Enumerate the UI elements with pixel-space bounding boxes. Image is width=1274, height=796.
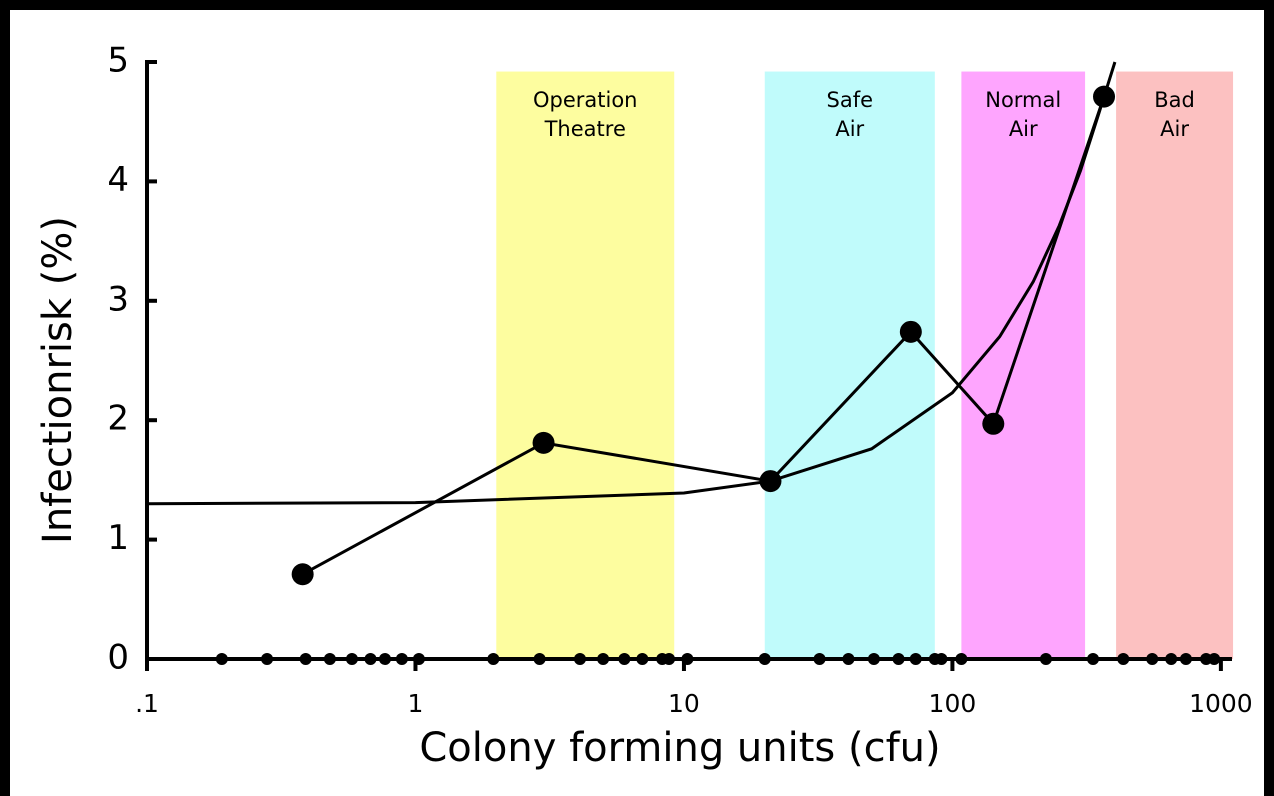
point — [345, 653, 358, 665]
region-label: Normal — [985, 88, 1061, 112]
point — [1146, 653, 1159, 665]
region-label: Air — [1160, 117, 1189, 141]
point — [215, 653, 228, 665]
point — [1117, 653, 1130, 665]
point — [487, 653, 500, 665]
point — [1039, 653, 1052, 665]
point — [842, 653, 855, 665]
region-label: Air — [1009, 117, 1038, 141]
x-axis-label: Colony forming units (cfu) — [419, 725, 940, 771]
point — [299, 653, 312, 665]
region — [496, 71, 675, 659]
point — [892, 653, 905, 665]
point — [573, 653, 586, 665]
point — [1165, 653, 1178, 665]
region-label: Bad — [1154, 88, 1195, 112]
x-tick-label: 1000 — [1189, 689, 1253, 718]
y-tick-label: 3 — [107, 279, 129, 319]
y-tick-label: 1 — [107, 518, 129, 558]
point — [1087, 653, 1100, 665]
point — [395, 653, 408, 665]
series-line — [301, 96, 1106, 576]
region-label: Theatre — [544, 117, 626, 141]
region-label: Air — [835, 117, 864, 141]
x-tick-label: 1 — [408, 689, 424, 718]
region-label: Operation — [533, 88, 638, 112]
point — [597, 653, 610, 665]
region-label: Safe — [827, 88, 874, 112]
y-tick-label: 5 — [107, 41, 129, 81]
series-line — [146, 61, 1117, 506]
point — [867, 653, 880, 665]
point — [758, 653, 771, 665]
point — [1208, 653, 1221, 665]
point — [364, 653, 377, 665]
point — [412, 653, 425, 665]
y-tick-label: 4 — [107, 160, 129, 200]
point — [532, 431, 555, 454]
point — [663, 653, 676, 665]
point — [813, 653, 826, 665]
point — [1179, 653, 1192, 665]
point — [909, 653, 922, 665]
point — [291, 563, 314, 586]
y-tick-label: 2 — [107, 399, 129, 439]
x-tick-label: 100 — [929, 689, 977, 718]
point — [681, 653, 694, 665]
point — [378, 653, 391, 665]
point — [618, 653, 631, 665]
point — [636, 653, 649, 665]
point — [533, 653, 546, 665]
region — [764, 71, 935, 659]
point — [982, 412, 1005, 435]
x-tick-label: 10 — [668, 689, 700, 718]
point — [323, 653, 336, 665]
y-tick-label: 0 — [107, 638, 129, 678]
point — [261, 653, 274, 665]
point — [955, 653, 968, 665]
region — [1116, 71, 1234, 659]
y-axis-label: Infectionrisk (%) — [35, 216, 81, 544]
point — [899, 320, 922, 343]
region — [961, 71, 1086, 659]
point — [935, 653, 948, 665]
x-tick-label: .1 — [135, 689, 159, 718]
